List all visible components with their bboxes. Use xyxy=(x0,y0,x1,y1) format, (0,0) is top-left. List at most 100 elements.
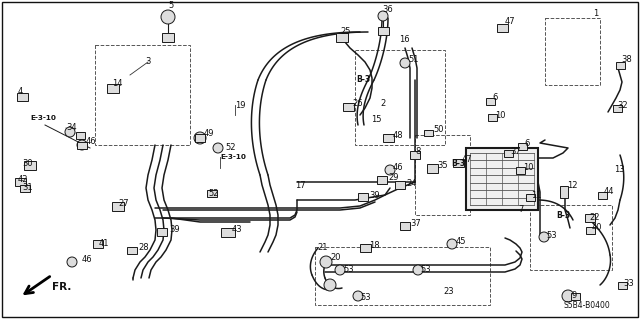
Bar xyxy=(586,226,595,234)
Bar xyxy=(17,93,28,101)
Text: 53: 53 xyxy=(546,231,557,240)
Text: 1: 1 xyxy=(593,10,598,19)
Bar xyxy=(336,33,348,41)
Bar xyxy=(77,142,87,149)
Bar xyxy=(355,50,445,145)
Bar xyxy=(488,114,497,121)
Text: 39: 39 xyxy=(169,226,180,234)
Text: 24: 24 xyxy=(406,179,417,188)
Bar xyxy=(410,151,420,159)
Text: 28: 28 xyxy=(138,243,148,253)
Text: 51: 51 xyxy=(408,55,419,63)
Text: 6: 6 xyxy=(492,93,497,102)
Bar xyxy=(570,293,579,300)
Bar xyxy=(486,98,495,105)
Text: 25: 25 xyxy=(340,27,351,36)
Bar xyxy=(530,205,612,270)
Text: B-3: B-3 xyxy=(451,159,465,167)
Text: 35: 35 xyxy=(437,160,447,169)
Circle shape xyxy=(194,132,206,144)
Bar xyxy=(515,167,525,174)
Bar xyxy=(616,62,625,69)
Text: 39: 39 xyxy=(369,190,380,199)
Text: 49: 49 xyxy=(204,130,214,138)
Bar xyxy=(358,193,368,201)
Bar xyxy=(415,135,470,215)
Text: S5B4-B0400: S5B4-B0400 xyxy=(564,300,611,309)
Text: 52: 52 xyxy=(225,144,236,152)
Bar xyxy=(525,194,534,201)
Text: E-3-10: E-3-10 xyxy=(220,154,246,160)
Text: 17: 17 xyxy=(295,181,306,189)
Text: 11: 11 xyxy=(531,190,541,199)
Text: 13: 13 xyxy=(614,166,625,174)
Bar xyxy=(24,160,36,169)
Bar xyxy=(378,27,388,35)
Circle shape xyxy=(324,279,336,291)
Text: 16: 16 xyxy=(399,35,410,44)
Text: 50: 50 xyxy=(433,125,444,135)
Text: 36: 36 xyxy=(382,5,393,14)
Text: 47: 47 xyxy=(462,155,472,165)
Bar xyxy=(497,24,508,32)
Bar xyxy=(15,178,26,186)
Circle shape xyxy=(335,265,345,275)
Text: 47: 47 xyxy=(505,18,516,26)
Text: 8: 8 xyxy=(415,147,420,157)
Bar xyxy=(112,202,124,211)
Bar xyxy=(612,105,621,112)
Text: 32: 32 xyxy=(617,100,628,109)
Text: 29: 29 xyxy=(388,174,399,182)
Text: 19: 19 xyxy=(235,100,246,109)
Text: 42: 42 xyxy=(18,175,29,184)
Text: 3: 3 xyxy=(145,57,150,66)
Text: 7: 7 xyxy=(518,205,524,214)
Text: 53: 53 xyxy=(360,293,371,301)
Circle shape xyxy=(378,11,388,21)
Text: 33: 33 xyxy=(623,278,634,287)
Text: 46: 46 xyxy=(82,256,93,264)
Text: 15: 15 xyxy=(371,115,381,124)
Bar xyxy=(424,130,433,136)
Circle shape xyxy=(385,165,395,175)
Text: 44: 44 xyxy=(604,188,614,197)
Bar xyxy=(93,240,103,248)
Text: 20: 20 xyxy=(330,254,340,263)
Text: 22: 22 xyxy=(589,213,600,222)
Text: 9: 9 xyxy=(572,292,577,300)
Bar xyxy=(20,184,30,191)
Text: 21: 21 xyxy=(317,243,328,253)
Circle shape xyxy=(67,257,77,267)
Text: FR.: FR. xyxy=(52,282,72,292)
Text: 43: 43 xyxy=(232,226,243,234)
Circle shape xyxy=(400,58,410,68)
Bar xyxy=(400,222,410,230)
Bar xyxy=(221,227,235,236)
Circle shape xyxy=(353,291,363,301)
Bar xyxy=(383,134,394,142)
Text: 30: 30 xyxy=(22,159,33,167)
Bar xyxy=(545,18,600,85)
Bar xyxy=(107,84,119,93)
Text: 12: 12 xyxy=(567,181,577,189)
Bar xyxy=(162,33,174,41)
Bar xyxy=(395,181,405,189)
Text: 45: 45 xyxy=(456,238,467,247)
Text: 2: 2 xyxy=(380,99,385,108)
Text: 10: 10 xyxy=(523,164,534,173)
Bar xyxy=(518,143,527,150)
Text: 46: 46 xyxy=(393,164,404,173)
Bar xyxy=(466,148,538,210)
Circle shape xyxy=(65,127,75,137)
Circle shape xyxy=(213,143,223,153)
Bar xyxy=(598,191,607,198)
Circle shape xyxy=(161,10,175,24)
Circle shape xyxy=(77,140,87,150)
Text: 53: 53 xyxy=(343,264,354,273)
Circle shape xyxy=(447,239,457,249)
Text: 31: 31 xyxy=(22,182,33,191)
Bar xyxy=(377,176,387,184)
Text: 14: 14 xyxy=(112,78,122,87)
Text: 40: 40 xyxy=(592,224,602,233)
Bar xyxy=(342,103,353,111)
